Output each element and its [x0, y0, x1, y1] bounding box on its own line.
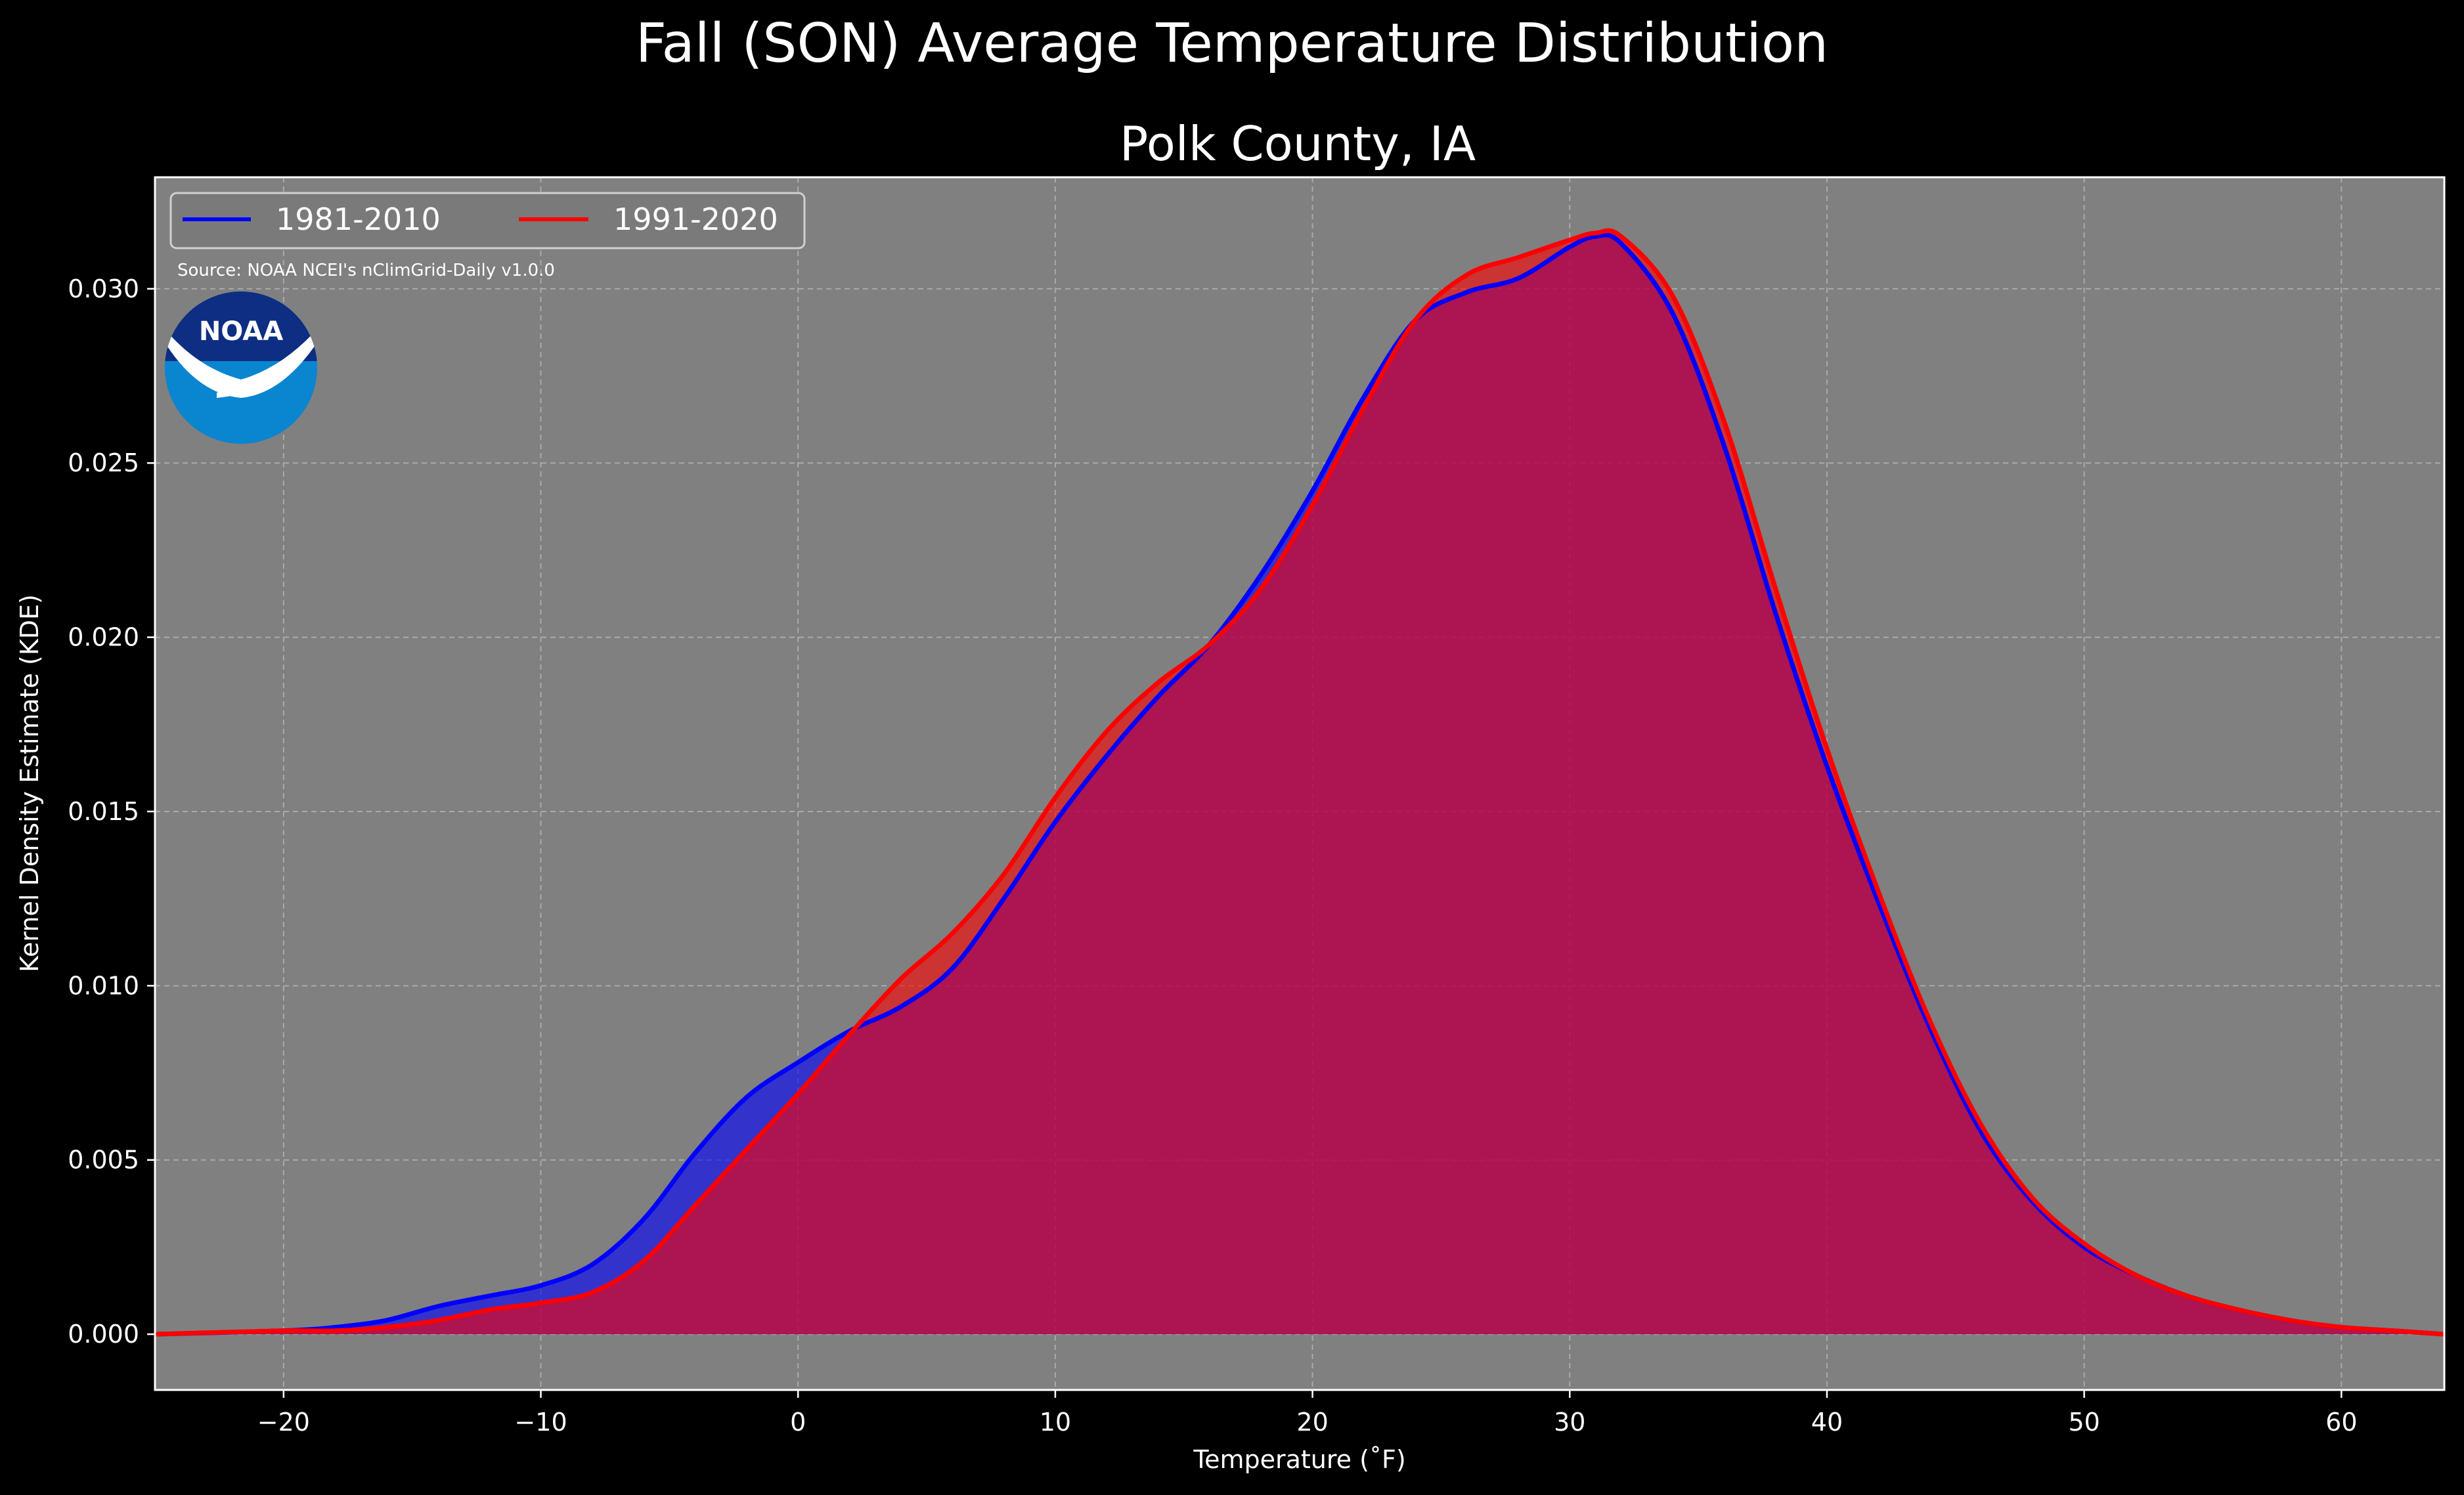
x-axis-label: Temperature (˚F)	[1193, 1445, 1405, 1474]
legend-label-1991-2020: 1991-2020	[613, 202, 778, 237]
plot-frame	[154, 176, 2446, 1391]
line-1981-2010	[154, 232, 2445, 1337]
x-tick-label: 50	[2068, 1408, 2100, 1437]
chart-title: Fall (SON) Average Temperature Distribut…	[636, 12, 1828, 75]
logo-text: NOAA	[199, 316, 283, 347]
x-axis-ticks: −20 −10 0 10 20 30 40 50 60	[257, 1390, 2358, 1437]
x-tick-label: 20	[1296, 1408, 1328, 1437]
x-tick-label: −10	[514, 1408, 567, 1437]
legend-box	[169, 192, 806, 249]
y-tick-label: 0.000	[68, 1320, 139, 1349]
y-axis-label: Kernel Density Estimate (KDE)	[15, 594, 44, 972]
density-areas	[155, 230, 2444, 1335]
y-tick-label: 0.005	[68, 1146, 139, 1175]
x-tick-label: 0	[790, 1408, 806, 1437]
x-tick-label: 30	[1554, 1408, 1585, 1437]
legend: 1981-2010 1991-2020	[169, 192, 806, 249]
x-tick-label: 10	[1040, 1408, 1071, 1437]
y-tick-label: 0.030	[68, 274, 139, 303]
y-axis-ticks: 0.000 0.005 0.010 0.015 0.020 0.025 0.030	[68, 274, 155, 1349]
density-lines	[154, 228, 2445, 1337]
x-tick-label: 60	[2325, 1408, 2357, 1437]
y-tick-label: 0.015	[68, 797, 139, 826]
x-tick-label: 40	[1811, 1408, 1843, 1437]
legend-label-1981-2010: 1981-2010	[276, 202, 441, 237]
line-1991-2020	[154, 228, 2445, 1337]
area-1991-2020	[155, 230, 2444, 1335]
source-note: Source: NOAA NCEI's nClimGrid-Daily v1.0…	[177, 261, 555, 280]
chart-subtitle: Polk County, IA	[1120, 116, 1476, 171]
y-tick-label: 0.020	[68, 623, 139, 652]
x-tick-label: −20	[257, 1408, 310, 1437]
y-tick-label: 0.025	[68, 448, 139, 477]
y-tick-label: 0.010	[68, 971, 139, 1000]
